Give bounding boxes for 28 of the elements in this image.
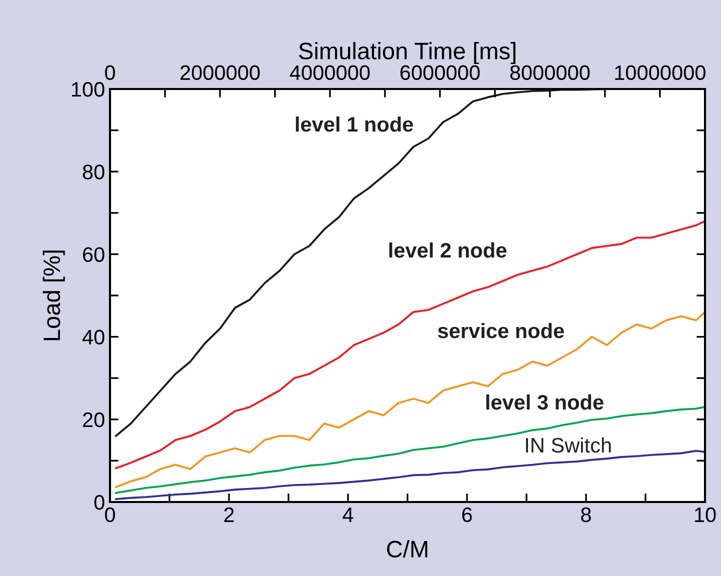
x-tick-label: 4 (342, 508, 354, 522)
x-tick-label: 6 (462, 507, 472, 522)
series-label: service node (438, 322, 564, 338)
x2-axis-title: Simulation Time [ms] (299, 42, 516, 64)
series-label: level 1 node (296, 116, 413, 132)
x2-tick-label: 4000000 (290, 65, 370, 80)
series-label: level 3 node (486, 394, 604, 410)
series-label: IN Switch (526, 437, 611, 453)
y-tick-label: 80 (82, 164, 104, 180)
x2-tick-label: 10000000 (615, 65, 706, 80)
line-series (114, 311, 705, 488)
y-tick-label: 60 (83, 247, 104, 262)
y-tick-label: 100 (72, 82, 104, 97)
y-axis-title: Load [%] (42, 250, 65, 340)
x2-tick-label: 6000000 (400, 65, 480, 80)
y-tick-label: 0 (94, 495, 104, 510)
x2-tick-label: 2000000 (180, 65, 260, 80)
x-tick-label: 8 (581, 507, 591, 522)
x-tick-label: 0 (105, 507, 115, 522)
y-tick-label: 20 (83, 412, 104, 428)
x-tick-label: 10 (695, 507, 716, 522)
x-axis-title: C/M (387, 540, 428, 558)
series-label: level 2 node (389, 242, 506, 258)
y-tick-label: 40 (82, 330, 104, 345)
x2-tick-label: 0 (105, 65, 115, 80)
x2-tick-label: 8000000 (510, 65, 590, 80)
line-series (114, 220, 705, 470)
x-tick-label: 2 (224, 507, 234, 522)
